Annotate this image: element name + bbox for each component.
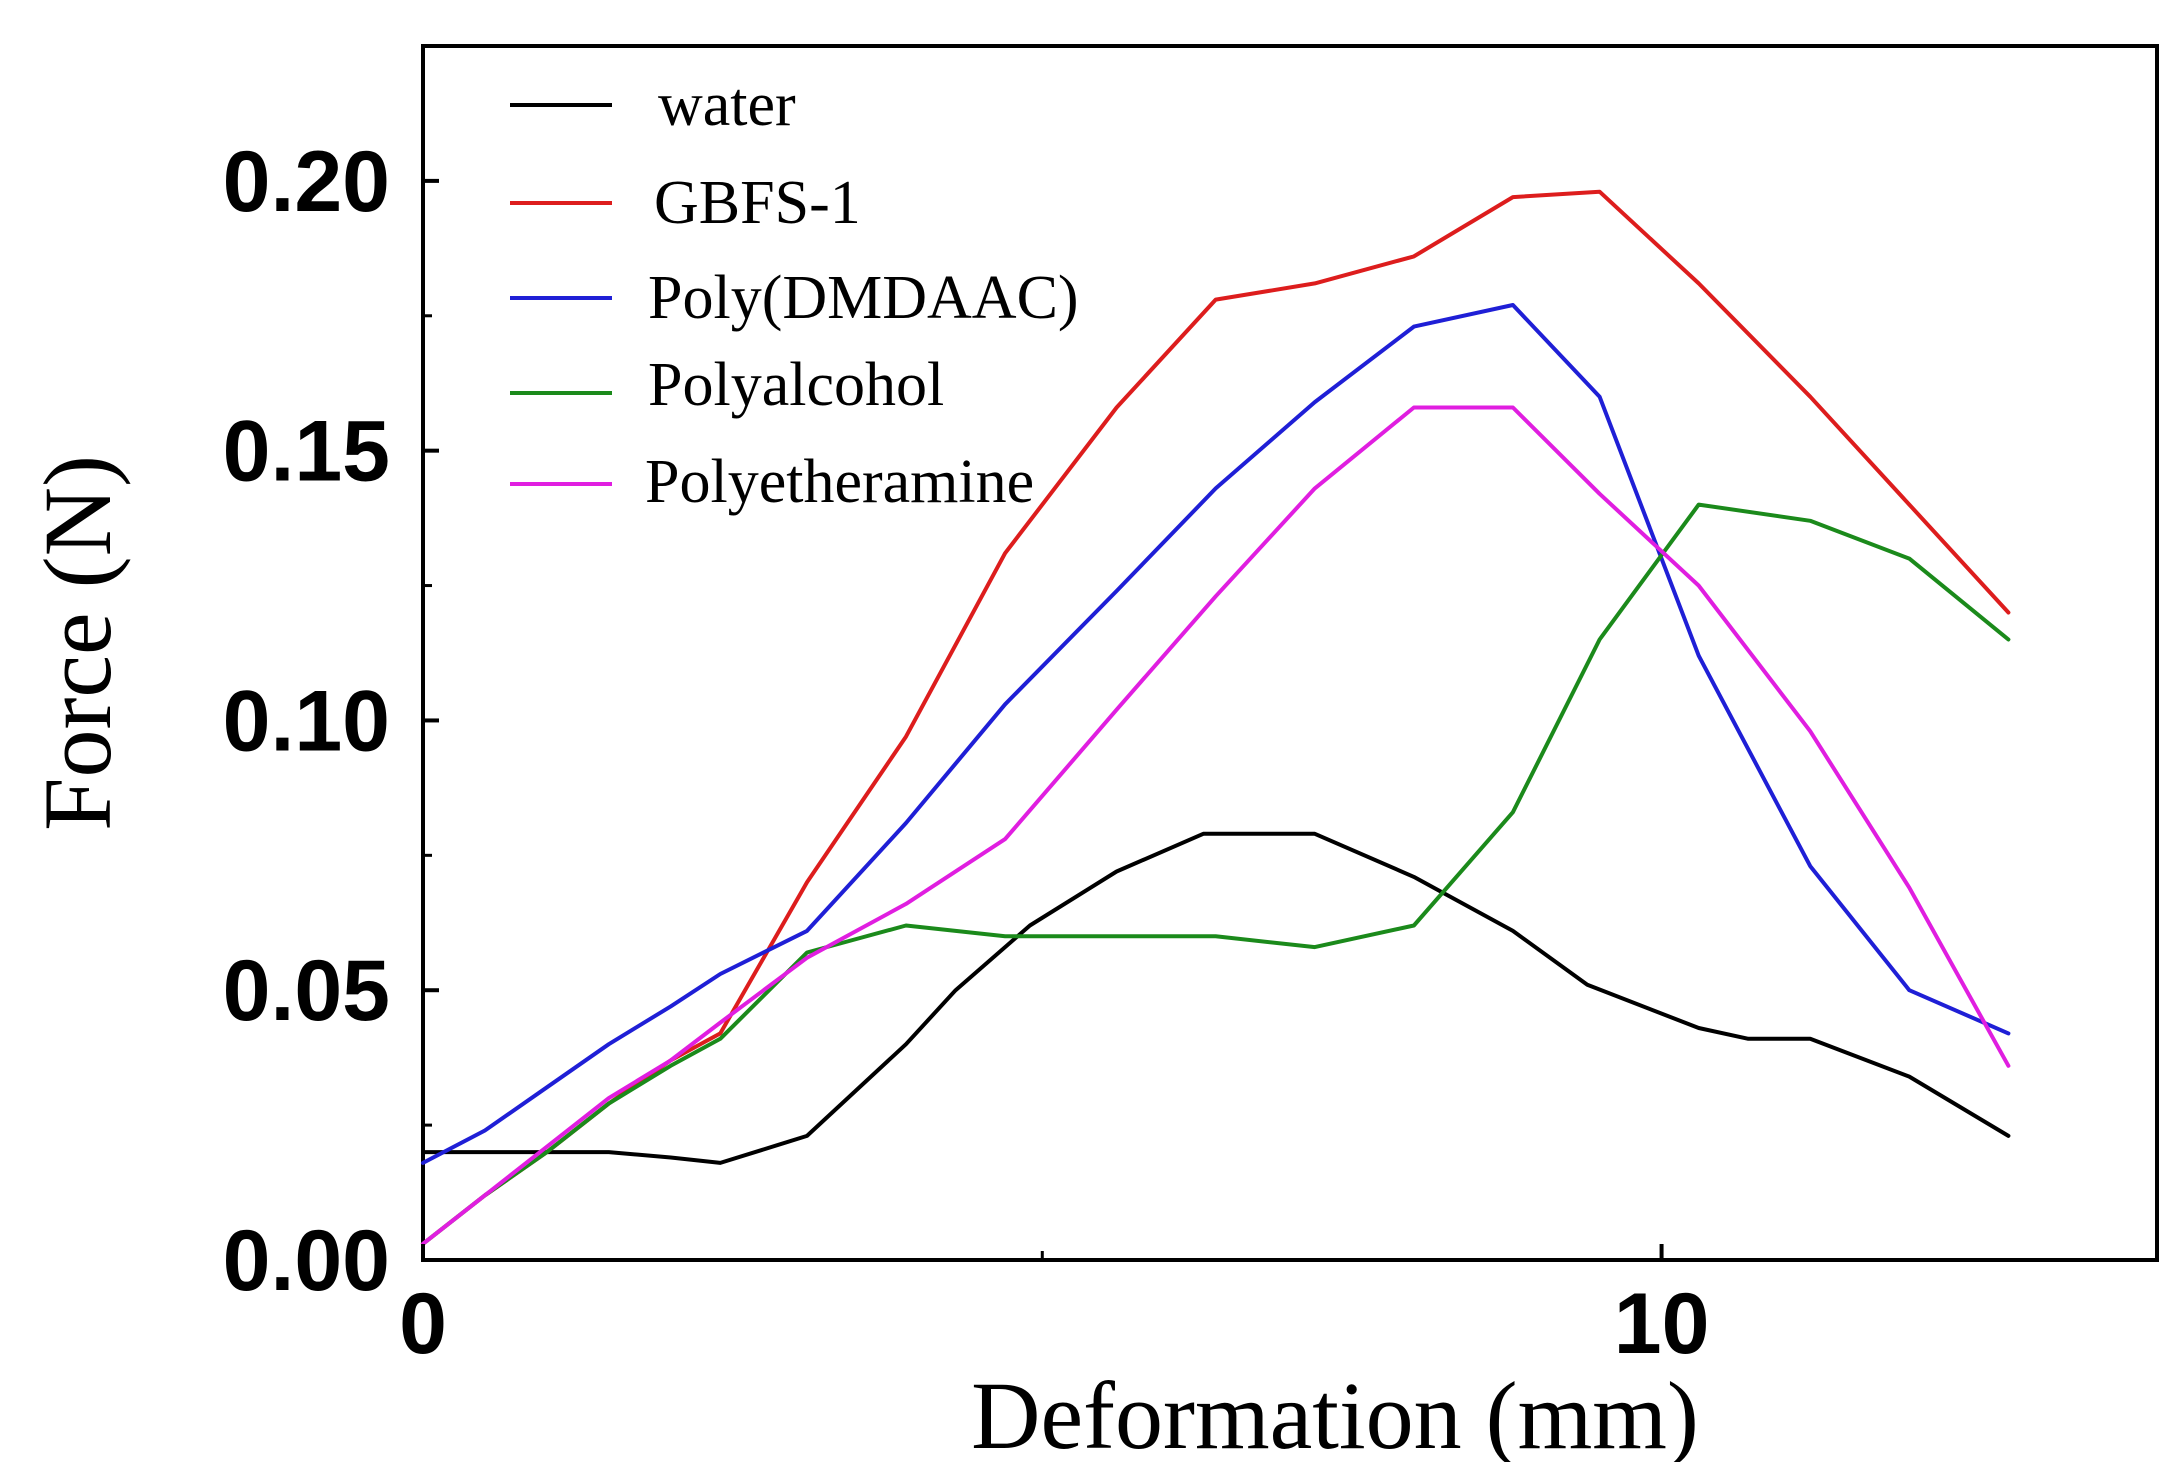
legend-label-polyetheramine: Polyetheramine — [645, 448, 1034, 516]
legend-entry-polyalcohol: Polyalcohol — [510, 351, 944, 419]
series-line-polyalcohol — [421, 502, 2011, 1246]
series-layer — [421, 189, 2011, 1246]
series-line-gbfs-1 — [421, 189, 2011, 1246]
legend-entry-water: water — [510, 71, 796, 139]
x-tick-label: 10 — [1614, 1276, 1710, 1372]
x-axis-title: Deformation (mm) — [971, 1362, 1699, 1462]
y-tick-label: 0.15 — [223, 404, 390, 500]
series-line-water — [421, 831, 2011, 1165]
tick-layer: 0.00 0.05 0.10 0.15 0.20 0 10 — [223, 134, 1710, 1372]
legend-entry-poly-dmdaac: Poly(DMDAAC) — [510, 264, 1079, 332]
y-axis-title: Force (N) — [24, 455, 131, 831]
legend-label-polyalcohol: Polyalcohol — [648, 351, 944, 419]
legend-label-poly-dmdaac: Poly(DMDAAC) — [648, 264, 1079, 332]
y-tick-label: 0.05 — [223, 943, 390, 1039]
y-tick-label: 0.00 — [223, 1213, 390, 1309]
series-line-poly-dmdaac — [421, 303, 2011, 1165]
series-line-polyetheramine — [421, 405, 2011, 1246]
legend-label-gbfs-1: GBFS-1 — [654, 169, 861, 237]
legend-label-water: water — [658, 71, 796, 139]
legend: water GBFS-1 Poly(DMDAAC) Polyalcohol Po… — [510, 71, 1079, 516]
y-tick-label: 0.20 — [223, 134, 390, 230]
y-tick-label: 0.10 — [223, 673, 390, 769]
legend-entry-polyetheramine: Polyetheramine — [510, 448, 1034, 516]
plot-frame — [421, 44, 2159, 1262]
x-tick-label: 0 — [399, 1276, 447, 1372]
legend-entry-gbfs-1: GBFS-1 — [510, 169, 861, 237]
